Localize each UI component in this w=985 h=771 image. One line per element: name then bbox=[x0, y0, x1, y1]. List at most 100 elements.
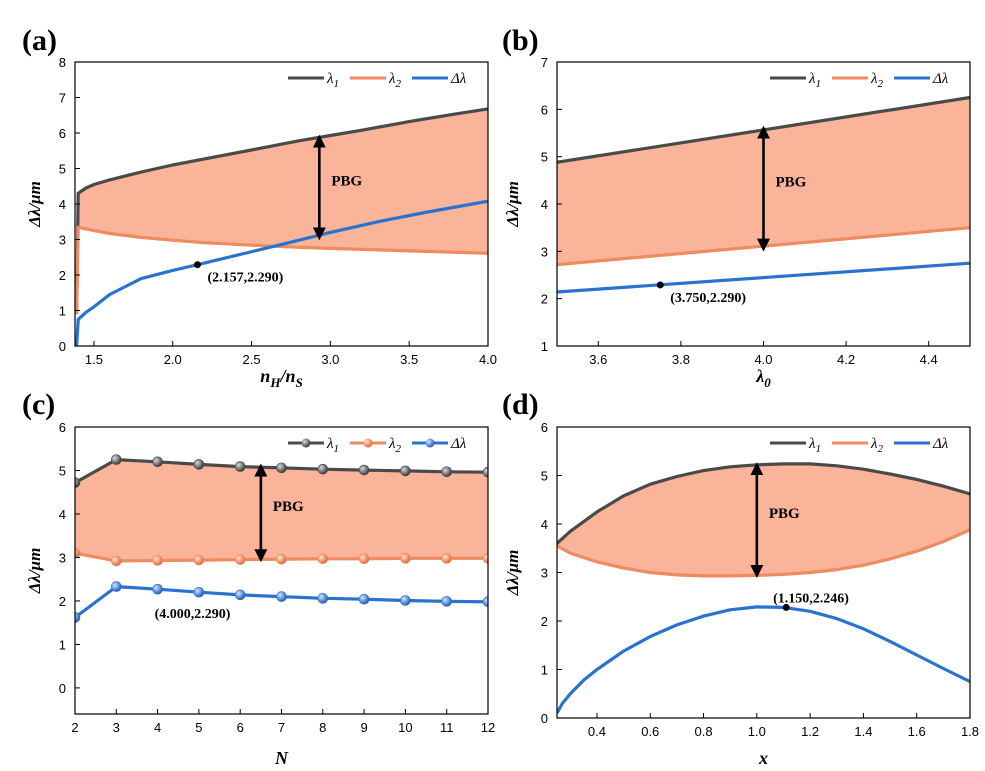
panel-label: (c) bbox=[22, 388, 55, 421]
series-line-lambda1 bbox=[75, 107, 488, 315]
y-tick-label: 6 bbox=[541, 420, 548, 435]
pbg-label: PBG bbox=[331, 173, 362, 189]
data-point-lambda2 bbox=[111, 555, 122, 567]
y-tick-label: 2 bbox=[541, 614, 548, 629]
legend-label-subscript: 2 bbox=[396, 78, 402, 90]
data-point-delta-lambda bbox=[400, 595, 411, 606]
x-axis-label: λ0 bbox=[755, 366, 771, 390]
data-point-lambda1 bbox=[276, 462, 287, 474]
y-tick-label: 5 bbox=[59, 463, 66, 478]
x-tick-label: 6 bbox=[237, 720, 244, 735]
y-tick-label: 5 bbox=[541, 469, 548, 484]
data-point-lambda1 bbox=[111, 454, 122, 465]
legend-label-subscript: 2 bbox=[878, 443, 884, 455]
legend-label: λ2 bbox=[870, 436, 884, 455]
panel-label: (d) bbox=[502, 388, 539, 421]
series-line-delta-lambda bbox=[557, 605, 970, 714]
data-point-delta-lambda bbox=[317, 593, 329, 604]
x-tick-label: 8 bbox=[319, 720, 326, 735]
data-point-lambda2 bbox=[441, 553, 453, 564]
legend-label-main: λ bbox=[326, 71, 334, 87]
x-tick-label: 1.5 bbox=[85, 352, 103, 367]
legend-label-main: Δλ bbox=[932, 71, 949, 87]
y-tick-label: 2 bbox=[541, 292, 548, 307]
legend-label-subscript: 1 bbox=[334, 443, 340, 455]
pbg-label: PBG bbox=[769, 506, 800, 522]
y-tick-label: 1 bbox=[59, 304, 66, 319]
plot-area bbox=[557, 462, 970, 714]
legend-label-main: Δλ bbox=[932, 436, 949, 452]
data-point-lambda1 bbox=[441, 466, 453, 478]
chart-panel-a: PBG (2.157,2.290) 1.5 2.0 2.5 3.0 3.5 4.0 0 1 2 3 4 5… bbox=[22, 24, 497, 390]
highlight-label: (1.150,2.246) bbox=[773, 591, 849, 606]
x-tick-label: 3 bbox=[113, 720, 120, 735]
legend-marker bbox=[425, 438, 435, 448]
x-axis-label-subscript: H bbox=[269, 375, 281, 390]
y-tick-label: 8 bbox=[59, 55, 66, 70]
data-point-delta-lambda bbox=[234, 589, 246, 601]
x-tick-label: 12 bbox=[481, 720, 495, 735]
data-point-lambda1 bbox=[317, 463, 329, 475]
y-tick-label: 2 bbox=[59, 594, 66, 609]
legend-label-main: λ bbox=[808, 436, 816, 452]
data-point-lambda2 bbox=[152, 555, 163, 566]
data-point-lambda1 bbox=[193, 459, 205, 470]
x-tick-label: 11 bbox=[440, 720, 454, 735]
plot-area bbox=[75, 454, 488, 623]
panel-label: (b) bbox=[502, 24, 539, 57]
panel-label: (a) bbox=[22, 24, 57, 57]
y-tick-label: 2 bbox=[59, 268, 66, 283]
pbg-label: PBG bbox=[776, 175, 807, 191]
x-axis-label-subscript: 0 bbox=[764, 375, 771, 390]
chart-panel-c: PBG(4.000,2.290)2 3 4 5 6 7 8 9 10 11 120123456(c)… bbox=[22, 388, 495, 768]
x-tick-label: 5 bbox=[195, 720, 202, 735]
x-axis-label: N bbox=[274, 748, 289, 768]
y-tick-label: 3 bbox=[59, 233, 66, 248]
legend-label-main: λ bbox=[388, 436, 396, 452]
x-tick-label: 9 bbox=[360, 720, 367, 735]
data-point-delta-lambda bbox=[441, 596, 453, 607]
legend-label-main: λ bbox=[870, 71, 878, 87]
y-tick-label: 4 bbox=[59, 197, 66, 212]
legend-label-subscript: 2 bbox=[396, 443, 402, 455]
x-tick-label: 4 bbox=[154, 720, 161, 735]
x-axis-label: x bbox=[758, 748, 768, 768]
y-axis-label: Δλ/μm bbox=[25, 181, 44, 228]
x-tick-label: 3.8 bbox=[672, 352, 690, 367]
x-tick-label: 0.6 bbox=[641, 724, 659, 739]
data-point-lambda1 bbox=[152, 456, 163, 468]
x-tick-label: 1.4 bbox=[854, 724, 872, 739]
legend-label: λ2 bbox=[388, 71, 402, 90]
y-tick-label: 4 bbox=[541, 517, 548, 532]
y-tick-label: 0 bbox=[541, 711, 548, 726]
pbg-label: PBG bbox=[273, 499, 304, 515]
data-point-lambda1 bbox=[75, 477, 81, 488]
data-point-lambda2 bbox=[358, 553, 370, 565]
x-axis-label-part: n bbox=[260, 366, 270, 386]
legend-label: λ2 bbox=[388, 436, 402, 455]
plot-area bbox=[75, 107, 488, 346]
data-point-lambda2 bbox=[276, 553, 287, 565]
x-axis-label: nH/nS bbox=[260, 366, 302, 390]
legend-label: Δλ bbox=[450, 436, 467, 452]
y-axis-label: Δλ/μm bbox=[25, 548, 44, 595]
y-tick-label: 0 bbox=[59, 339, 66, 354]
series-line-delta-lambda bbox=[75, 199, 488, 346]
x-axis-label-subscript: S bbox=[295, 375, 302, 390]
x-tick-label: 3.5 bbox=[400, 352, 418, 367]
x-tick-label: 0.8 bbox=[695, 724, 713, 739]
series-line-lambda2 bbox=[75, 225, 488, 315]
data-point-lambda2 bbox=[317, 553, 329, 565]
x-tick-label: 4.0 bbox=[479, 352, 497, 367]
data-point-delta-lambda bbox=[111, 581, 122, 592]
x-axis-label-part: x bbox=[758, 748, 768, 768]
legend-label-main: Δλ bbox=[450, 436, 467, 452]
legend-label-main: λ bbox=[870, 436, 878, 452]
legend-label-main: λ bbox=[388, 71, 396, 87]
highlight-label: (2.157,2.290) bbox=[207, 271, 283, 286]
legend-label-main: λ bbox=[326, 436, 334, 452]
x-tick-label: 1.6 bbox=[908, 724, 926, 739]
legend-label: Δλ bbox=[932, 71, 949, 87]
x-tick-label: 4.0 bbox=[754, 352, 772, 367]
y-tick-label: 7 bbox=[541, 55, 548, 70]
